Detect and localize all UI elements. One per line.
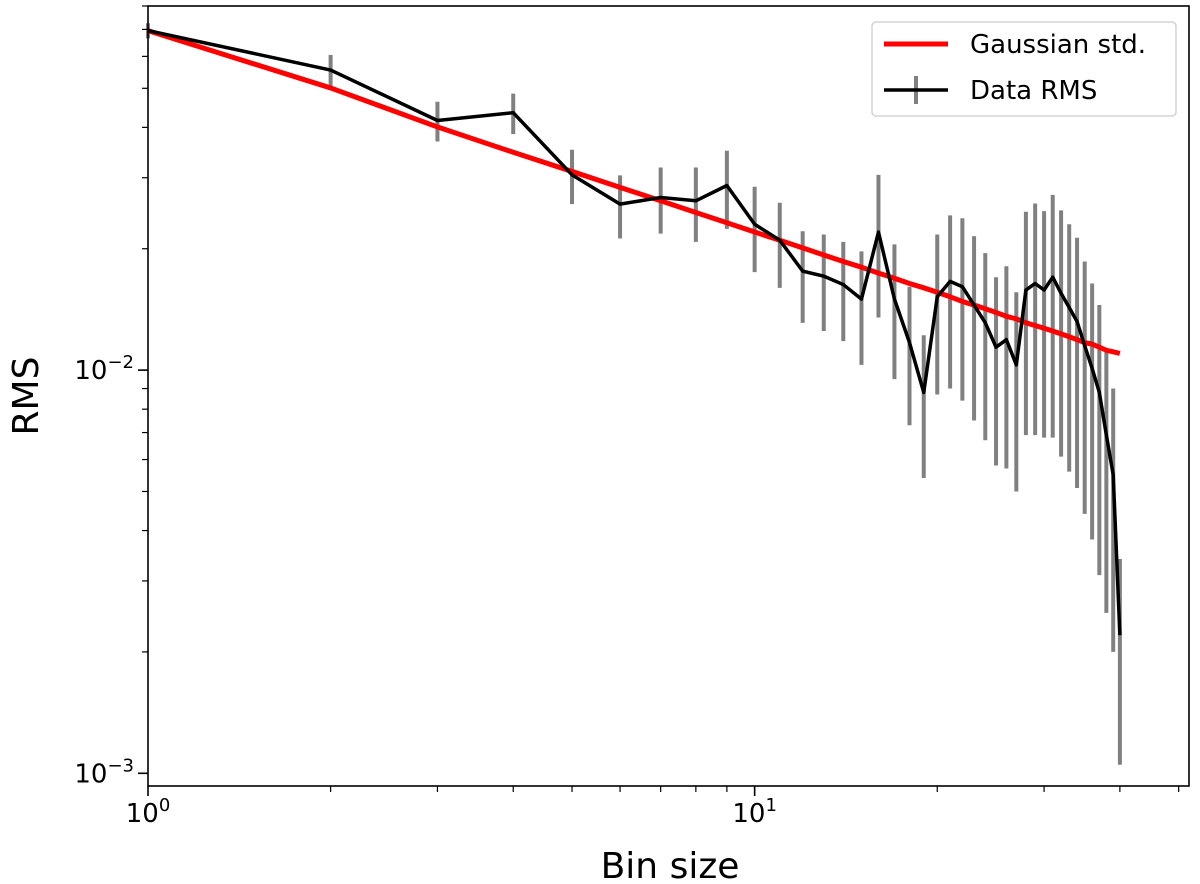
plot-area <box>148 6 1189 786</box>
legend-label-gaussian: Gaussian std. <box>970 30 1146 60</box>
y-axis-label: RMS <box>6 357 47 436</box>
series-lines <box>147 28 1122 636</box>
x-tick-label: 101 <box>732 795 777 829</box>
y-tick-label: 10−3 <box>74 755 134 789</box>
plot-frame <box>147 5 1190 787</box>
x-axis-label: Bin size <box>601 846 740 884</box>
legend: Gaussian std. Data RMS <box>871 21 1177 117</box>
series-line-data-rms <box>147 28 1122 636</box>
x-axis: 100 101 <box>126 786 1180 829</box>
x-tick-label: 100 <box>126 795 171 829</box>
series-line-gaussian-std <box>147 28 1121 356</box>
y-axis: 10−3 10−2 <box>74 5 148 789</box>
y-tick-label: 10−2 <box>74 352 134 386</box>
legend-label-data: Data RMS <box>970 76 1097 106</box>
